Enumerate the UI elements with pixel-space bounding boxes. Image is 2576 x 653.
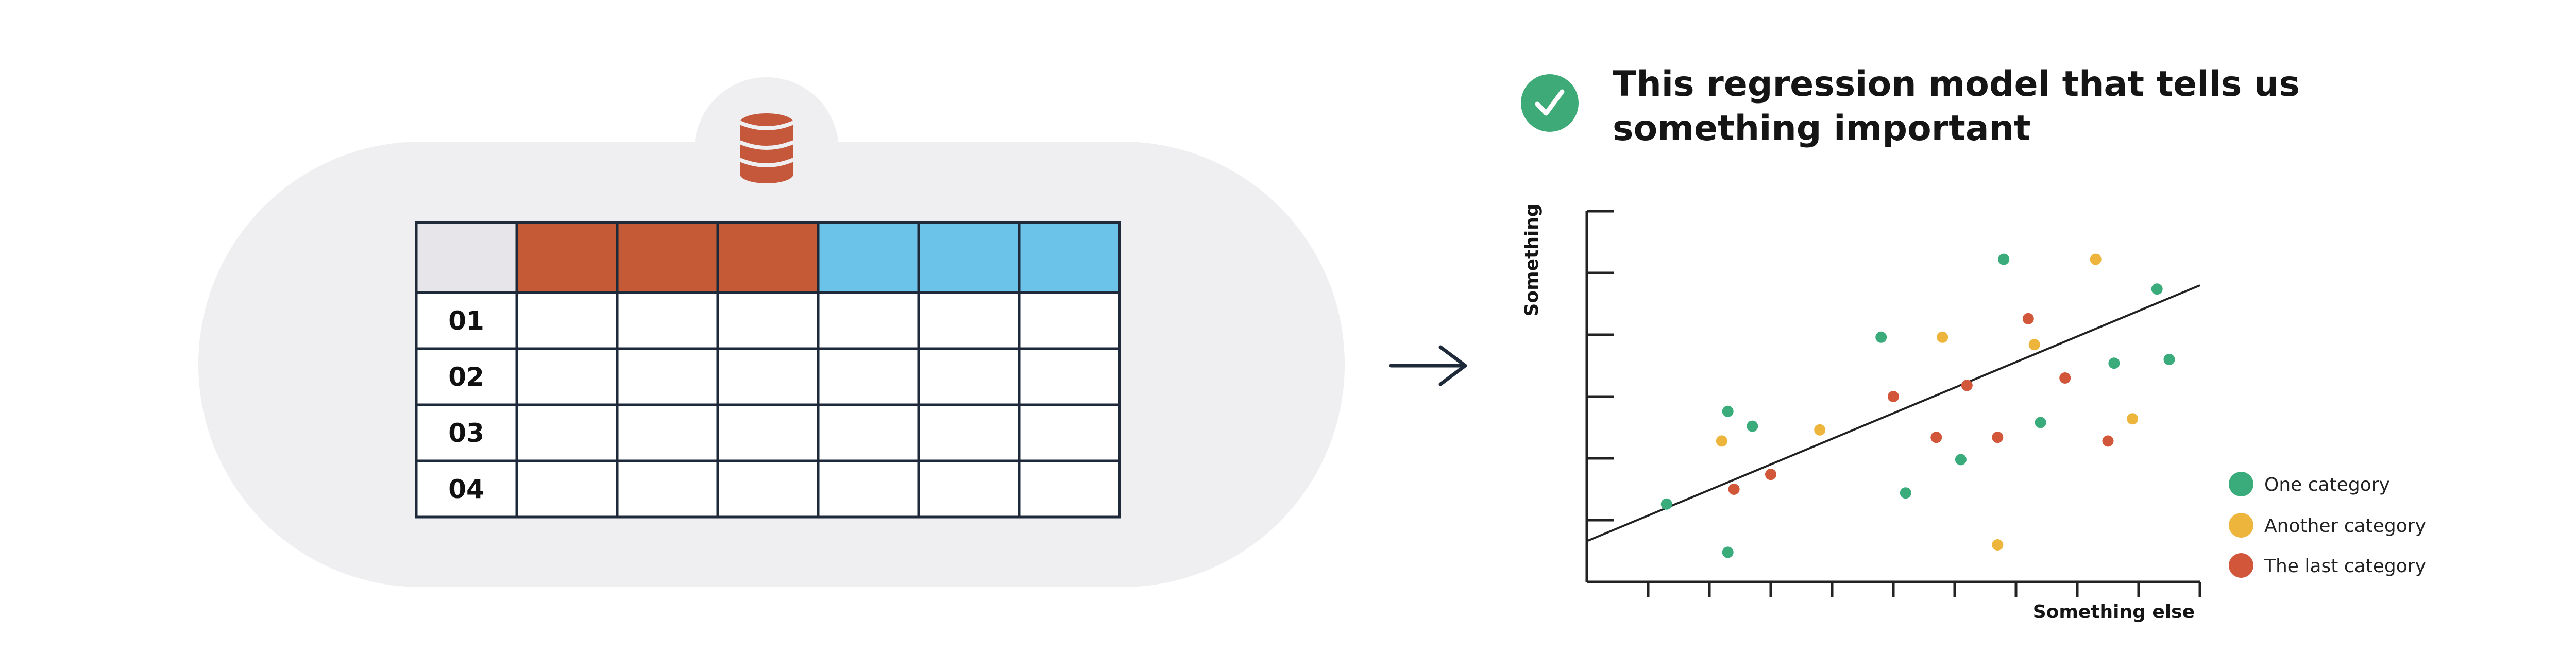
data-point-series1-6 [2127, 413, 2139, 425]
legend-label-one-category: One category [2264, 474, 2390, 495]
data-point-series2-3 [1930, 432, 1942, 443]
data-point-series0-9 [2108, 357, 2120, 369]
data-point-series1-4 [1992, 539, 2004, 551]
data-point-series2-4 [1961, 380, 1973, 391]
data-point-series2-1 [1765, 469, 1776, 480]
chart-ticks [1587, 210, 2201, 597]
data-point-series1-2 [1937, 331, 1948, 343]
data-point-series0-1 [1722, 405, 1734, 417]
arrow-right-icon [1389, 345, 1467, 386]
table-grid [415, 221, 1121, 519]
header-cell-6 [1019, 222, 1120, 293]
header-cell-2 [617, 222, 718, 293]
result-title-line-2: something important [1613, 108, 2031, 149]
data-point-series0-0 [1660, 498, 1672, 510]
header-corner-cell [416, 222, 517, 293]
data-point-series0-6 [1955, 454, 1967, 466]
data-point-series1-3 [2028, 339, 2040, 351]
data-point-series2-5 [1992, 432, 2004, 443]
header-cell-5 [919, 222, 1019, 293]
data-point-series0-5 [1900, 487, 1911, 499]
data-point-series1-5 [2090, 253, 2102, 265]
data-table: 01 02 03 04 [415, 221, 1121, 519]
chart-points [1660, 253, 2175, 558]
database-icon [739, 113, 794, 183]
legend-swatch-the-last-category [2229, 553, 2253, 578]
data-point-series0-7 [1998, 253, 2010, 265]
data-point-series0-8 [2035, 417, 2046, 428]
data-point-series2-8 [2102, 435, 2114, 447]
legend-label-the-last-category: The last category [2264, 556, 2426, 577]
data-point-series2-7 [2059, 372, 2071, 384]
y-axis-label: Something [1521, 203, 1543, 316]
source-panel: 01 02 03 04 [198, 77, 1345, 587]
row-label-01: 01 [448, 306, 484, 336]
data-point-series0-11 [2163, 354, 2175, 365]
data-point-series1-0 [1716, 435, 1727, 447]
row-label-02: 02 [448, 362, 484, 392]
chart-legend: One category Another category The last c… [2229, 472, 2426, 578]
legend-swatch-one-category [2229, 472, 2253, 496]
data-point-series0-3 [1722, 546, 1734, 558]
data-point-series0-2 [1747, 420, 1758, 432]
header-cell-1 [517, 222, 617, 293]
row-label-03: 03 [448, 418, 484, 448]
header-cell-4 [818, 222, 919, 293]
row-label-04: 04 [448, 474, 484, 504]
data-point-series2-2 [1888, 391, 1899, 402]
data-point-series0-4 [1875, 331, 1887, 343]
regression-line [1586, 284, 2200, 542]
check-circle-icon [1521, 74, 1579, 132]
legend-label-another-category: Another category [2264, 515, 2426, 537]
data-point-series1-1 [1814, 424, 1826, 436]
regression-scatter-chart: Something Something else [1521, 203, 2201, 623]
legend-swatch-another-category [2229, 513, 2253, 538]
x-axis-label: Something else [2033, 602, 2195, 623]
data-point-series2-6 [2022, 313, 2034, 324]
result-title-line-1: This regression model that tells us [1613, 64, 2300, 105]
data-point-series2-0 [1728, 484, 1740, 495]
data-point-series0-10 [2151, 283, 2163, 295]
header-cell-3 [718, 222, 818, 293]
